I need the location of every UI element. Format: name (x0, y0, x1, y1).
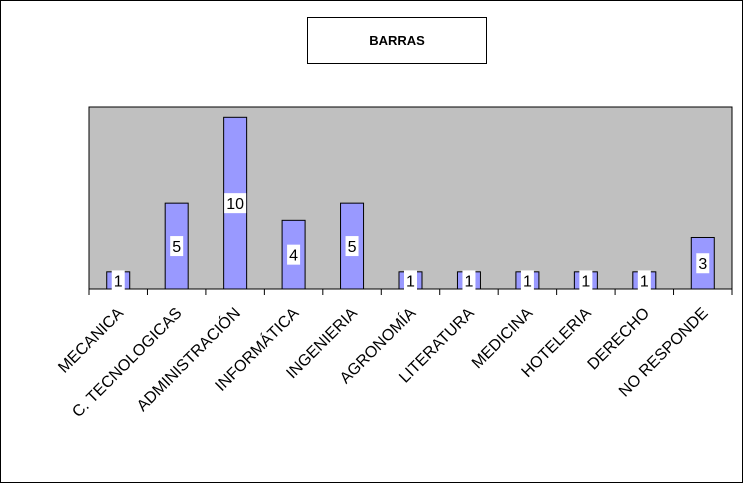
data-label-background (170, 236, 184, 257)
data-label-background (520, 270, 534, 291)
data-label: 1 (406, 273, 415, 290)
category-label: ADMINISTRACIÓN (132, 303, 243, 414)
chart-title: BARRAS (369, 33, 425, 48)
data-label-background (345, 236, 359, 257)
data-label-background (111, 270, 125, 291)
data-label: 1 (114, 273, 123, 290)
data-label: 1 (581, 273, 590, 290)
data-label: 1 (640, 273, 649, 290)
data-label-background (287, 244, 301, 265)
data-label-background (404, 270, 417, 291)
data-label-background (579, 270, 593, 291)
data-label: 4 (289, 248, 298, 265)
data-label-background (696, 253, 710, 274)
chart-title-box: BARRAS (307, 17, 487, 64)
category-label: C. TECNOLOGICAS (69, 305, 185, 421)
data-label: 1 (523, 273, 532, 290)
plot-area (88, 106, 733, 290)
data-label-background (637, 270, 651, 291)
x-ticks-group (88, 289, 733, 295)
data-label-background (462, 270, 476, 291)
data-label: 5 (172, 239, 181, 256)
data-label: 1 (465, 273, 474, 290)
data-label: 5 (348, 239, 357, 256)
data-label-background (224, 193, 247, 214)
data-labels-group: 1 5 10 4 5 1 1 1 1 1 3 (111, 193, 710, 291)
data-label: 3 (698, 256, 707, 273)
data-label: 10 (226, 196, 244, 213)
